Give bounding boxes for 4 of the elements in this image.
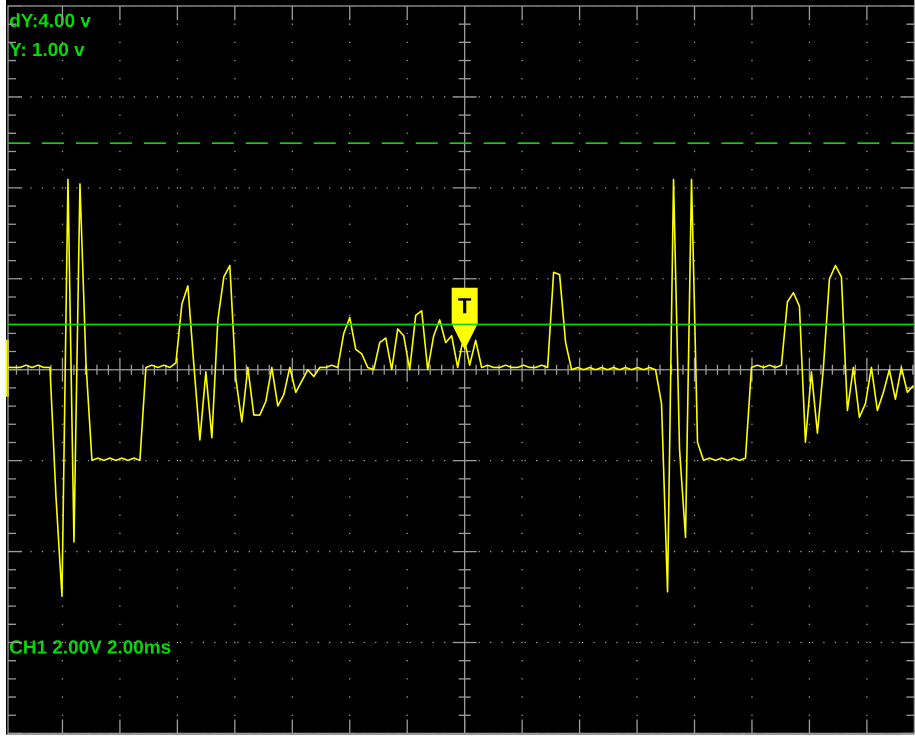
text: dY:4.00 v: [10, 13, 91, 28]
text: Y: 1.00 v: [10, 42, 84, 56]
text: CH1 2.00V 2.00ms: [10, 640, 170, 654]
annotation: T: [458, 298, 472, 314]
